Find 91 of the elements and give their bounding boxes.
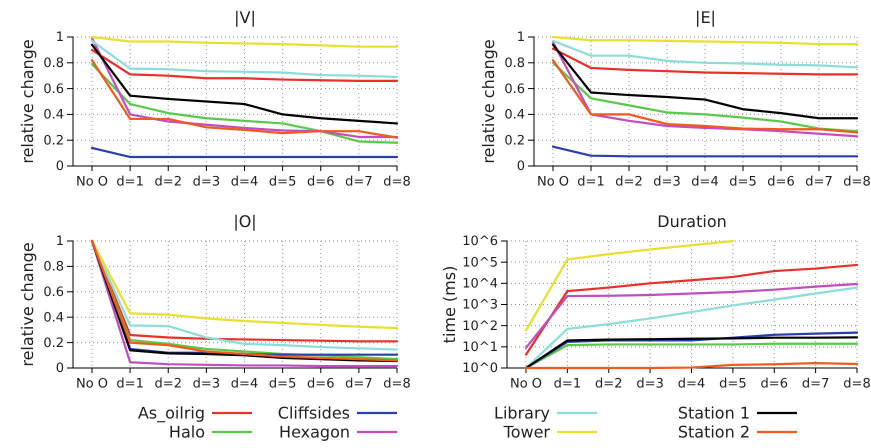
x-tick-label: d=5: [719, 376, 747, 392]
legend-label: Library: [494, 404, 550, 423]
y-axis-title: relative change: [479, 39, 498, 164]
x-tick-label: d=4: [230, 376, 258, 392]
y-axis-title: time (ms): [440, 266, 459, 344]
x-tick-label: d=7: [805, 174, 833, 190]
x-tick-label: d=8: [383, 376, 411, 392]
y-tick-label: 0.2: [43, 336, 64, 351]
y-tick-label: 10^5: [462, 255, 498, 270]
x-tick-label: d=4: [230, 174, 258, 190]
x-tick-label: d=5: [268, 376, 296, 392]
legend-label: Hexagon: [279, 422, 350, 442]
x-tick-label: d=3: [636, 376, 664, 392]
x-tick-label: d=2: [154, 174, 182, 190]
line-series: [90, 37, 398, 138]
y-axis-title: relative change: [18, 242, 37, 367]
x-tick-label: d=3: [192, 376, 220, 392]
legend-label: Tower: [502, 422, 550, 442]
x-tick-label: d=8: [383, 174, 411, 190]
line-series: [552, 44, 858, 120]
x-tick-label: d=3: [192, 174, 220, 190]
x-tick-label: d=1: [554, 376, 582, 392]
x-tick-label: d=8: [843, 174, 871, 190]
x-tick-label: d=6: [767, 174, 795, 190]
y-tick-label: 0: [516, 159, 525, 174]
y-tick-label: 0.6: [43, 284, 64, 300]
y-tick-label: 0.6: [504, 82, 525, 97]
line-series: [552, 48, 858, 76]
legend-label: Cliffsides: [278, 404, 350, 423]
line-series: [552, 41, 858, 138]
x-tick-label: No O: [536, 174, 570, 190]
legend-label: Station 2: [678, 422, 750, 442]
x-tick-label: d=2: [615, 174, 643, 190]
x-tick-label: d=6: [760, 376, 788, 392]
y-tick-label: 0.4: [43, 108, 64, 123]
y-tick-label: 0.4: [43, 310, 64, 326]
line-series: [524, 286, 858, 370]
x-tick-label: d=5: [268, 174, 296, 190]
x-tick-label: d=8: [843, 376, 871, 392]
line-series: [90, 44, 398, 125]
line-series: [90, 40, 398, 78]
line-series: [90, 36, 398, 48]
x-tick-label: d=1: [577, 174, 605, 190]
y-tick-label: 0.2: [504, 133, 525, 148]
x-tick-label: d=7: [802, 376, 830, 392]
x-tick-label: d=1: [116, 376, 144, 392]
y-tick-label: 10^1: [462, 340, 498, 355]
x-tick-label: d=7: [345, 376, 373, 392]
y-tick-label: 10^6: [462, 234, 498, 250]
y-tick-label: 0.6: [43, 82, 64, 97]
legend-label: Station 1: [678, 404, 750, 423]
x-tick-label: d=6: [307, 174, 334, 190]
line-series: [524, 264, 858, 356]
chart-title: |E|: [695, 8, 716, 27]
legend-label: Halo: [168, 422, 205, 442]
y-tick-label: 0.4: [504, 108, 525, 123]
y-tick-label: 10^3: [462, 298, 498, 313]
x-tick-label: d=3: [653, 174, 681, 190]
chart-title: |O|: [233, 212, 257, 231]
line-series: [524, 282, 858, 349]
x-tick-label: d=2: [154, 376, 182, 392]
y-axis-title: relative change: [18, 39, 37, 164]
x-tick-label: d=4: [678, 376, 706, 392]
chart-title: |V|: [234, 8, 256, 27]
y-tick-label: 0.8: [43, 260, 64, 275]
line-series: [524, 240, 734, 332]
x-tick-label: d=2: [595, 376, 622, 392]
x-tick-label: No O: [76, 376, 108, 392]
y-tick-label: 0.8: [43, 56, 64, 71]
y-tick-label: 10^4: [462, 276, 498, 292]
x-tick-label: d=4: [691, 174, 719, 190]
x-tick-label: d=7: [345, 174, 373, 190]
y-tick-label: 1: [56, 234, 64, 250]
y-tick-label: 0.8: [504, 56, 525, 71]
x-tick-label: No O: [76, 174, 108, 190]
legend-label: As_oilrig: [138, 404, 205, 423]
y-tick-label: 10^2: [462, 318, 498, 334]
y-tick-label: 0: [56, 361, 64, 376]
y-tick-label: 1: [516, 30, 525, 46]
line-series: [552, 36, 858, 46]
line-series: [552, 40, 858, 68]
x-tick-label: No O: [510, 376, 542, 392]
x-tick-label: d=1: [116, 174, 144, 190]
x-tick-label: d=5: [729, 174, 757, 190]
y-tick-label: 1: [56, 30, 64, 46]
chart-title: Duration: [657, 212, 727, 231]
y-tick-label: 10^0: [462, 361, 498, 376]
line-series: [90, 48, 398, 82]
y-tick-label: 0: [56, 159, 64, 174]
y-tick-label: 0.2: [43, 133, 64, 148]
x-tick-label: d=6: [307, 376, 334, 392]
